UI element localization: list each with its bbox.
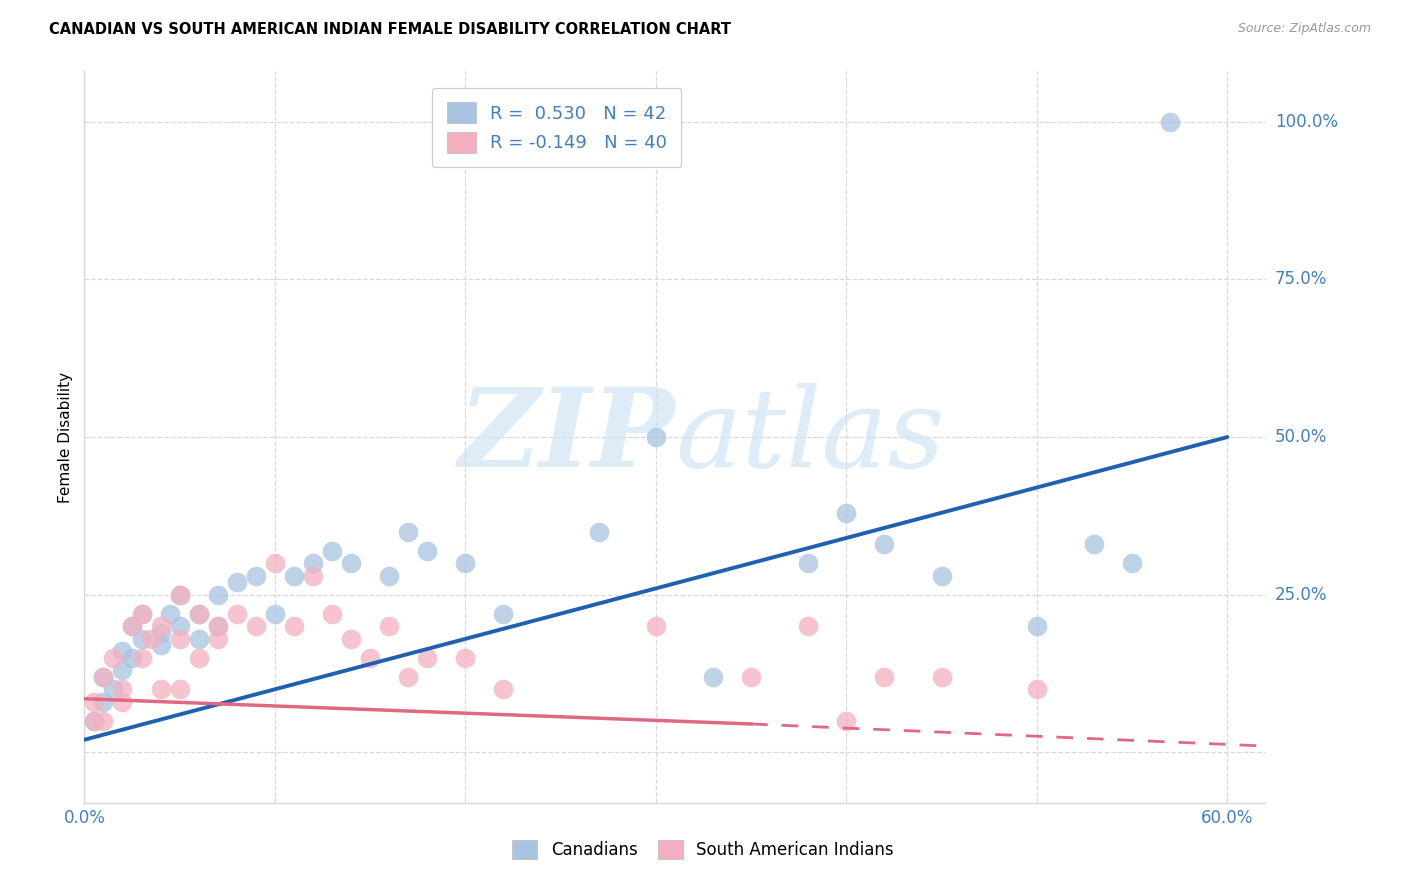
Point xyxy=(131,632,153,646)
Text: CANADIAN VS SOUTH AMERICAN INDIAN FEMALE DISABILITY CORRELATION CHART: CANADIAN VS SOUTH AMERICAN INDIAN FEMALE… xyxy=(49,22,731,37)
Point xyxy=(131,607,153,621)
Point xyxy=(207,619,229,633)
Point xyxy=(111,695,134,709)
Point xyxy=(169,588,191,602)
Point xyxy=(396,670,419,684)
Text: 0.0%: 0.0% xyxy=(63,809,105,827)
Point xyxy=(283,619,305,633)
Y-axis label: Female Disability: Female Disability xyxy=(58,371,73,503)
Point xyxy=(321,543,343,558)
Point xyxy=(207,619,229,633)
Point xyxy=(111,682,134,697)
Point xyxy=(1121,556,1143,570)
Text: 25.0%: 25.0% xyxy=(1275,586,1327,604)
Point xyxy=(1159,115,1181,129)
Text: 100.0%: 100.0% xyxy=(1275,112,1339,131)
Point xyxy=(797,556,820,570)
Point xyxy=(378,569,401,583)
Point xyxy=(492,607,515,621)
Legend: Canadians, South American Indians: Canadians, South American Indians xyxy=(506,834,900,866)
Point xyxy=(416,543,439,558)
Point xyxy=(492,682,515,697)
Point xyxy=(207,588,229,602)
Point xyxy=(149,625,172,640)
Point xyxy=(83,714,105,728)
Text: 75.0%: 75.0% xyxy=(1275,270,1327,288)
Point xyxy=(797,619,820,633)
Point xyxy=(873,537,896,551)
Point xyxy=(1025,682,1047,697)
Point xyxy=(131,650,153,665)
Point xyxy=(644,619,666,633)
Legend: R =  0.530   N = 42, R = -0.149   N = 40: R = 0.530 N = 42, R = -0.149 N = 40 xyxy=(432,87,682,168)
Point xyxy=(93,670,115,684)
Point xyxy=(149,638,172,652)
Point xyxy=(149,682,172,697)
Point xyxy=(321,607,343,621)
Point xyxy=(263,607,285,621)
Point xyxy=(111,644,134,658)
Point xyxy=(169,588,191,602)
Point xyxy=(873,670,896,684)
Text: ZIP: ZIP xyxy=(458,384,675,491)
Point xyxy=(93,670,115,684)
Point xyxy=(340,556,363,570)
Point xyxy=(207,632,229,646)
Text: atlas: atlas xyxy=(675,384,945,491)
Point xyxy=(396,524,419,539)
Point xyxy=(340,632,363,646)
Point xyxy=(101,650,124,665)
Point xyxy=(83,695,105,709)
Point xyxy=(159,607,181,621)
Point xyxy=(121,619,143,633)
Point xyxy=(169,632,191,646)
Point xyxy=(454,650,477,665)
Point xyxy=(359,650,381,665)
Text: Source: ZipAtlas.com: Source: ZipAtlas.com xyxy=(1237,22,1371,36)
Point xyxy=(454,556,477,570)
Point xyxy=(169,619,191,633)
Point xyxy=(931,670,953,684)
Point xyxy=(187,650,209,665)
Point xyxy=(131,607,153,621)
Point xyxy=(187,607,209,621)
Point xyxy=(121,619,143,633)
Point xyxy=(263,556,285,570)
Point xyxy=(835,714,858,728)
Point xyxy=(416,650,439,665)
Point xyxy=(83,714,105,728)
Point xyxy=(931,569,953,583)
Point xyxy=(111,664,134,678)
Point xyxy=(702,670,724,684)
Point xyxy=(245,569,267,583)
Point xyxy=(740,670,762,684)
Point xyxy=(169,682,191,697)
Point xyxy=(378,619,401,633)
Point xyxy=(149,619,172,633)
Point xyxy=(588,524,610,539)
Point xyxy=(225,575,247,590)
Point xyxy=(93,714,115,728)
Point xyxy=(302,569,325,583)
Point xyxy=(644,430,666,444)
Point xyxy=(101,682,124,697)
Point xyxy=(93,695,115,709)
Point xyxy=(302,556,325,570)
Text: 60.0%: 60.0% xyxy=(1201,809,1254,827)
Text: 50.0%: 50.0% xyxy=(1275,428,1327,446)
Point xyxy=(187,632,209,646)
Point xyxy=(1025,619,1047,633)
Point xyxy=(139,632,162,646)
Point xyxy=(283,569,305,583)
Point xyxy=(1083,537,1105,551)
Point xyxy=(245,619,267,633)
Point xyxy=(835,506,858,520)
Point xyxy=(121,650,143,665)
Point xyxy=(225,607,247,621)
Point xyxy=(187,607,209,621)
